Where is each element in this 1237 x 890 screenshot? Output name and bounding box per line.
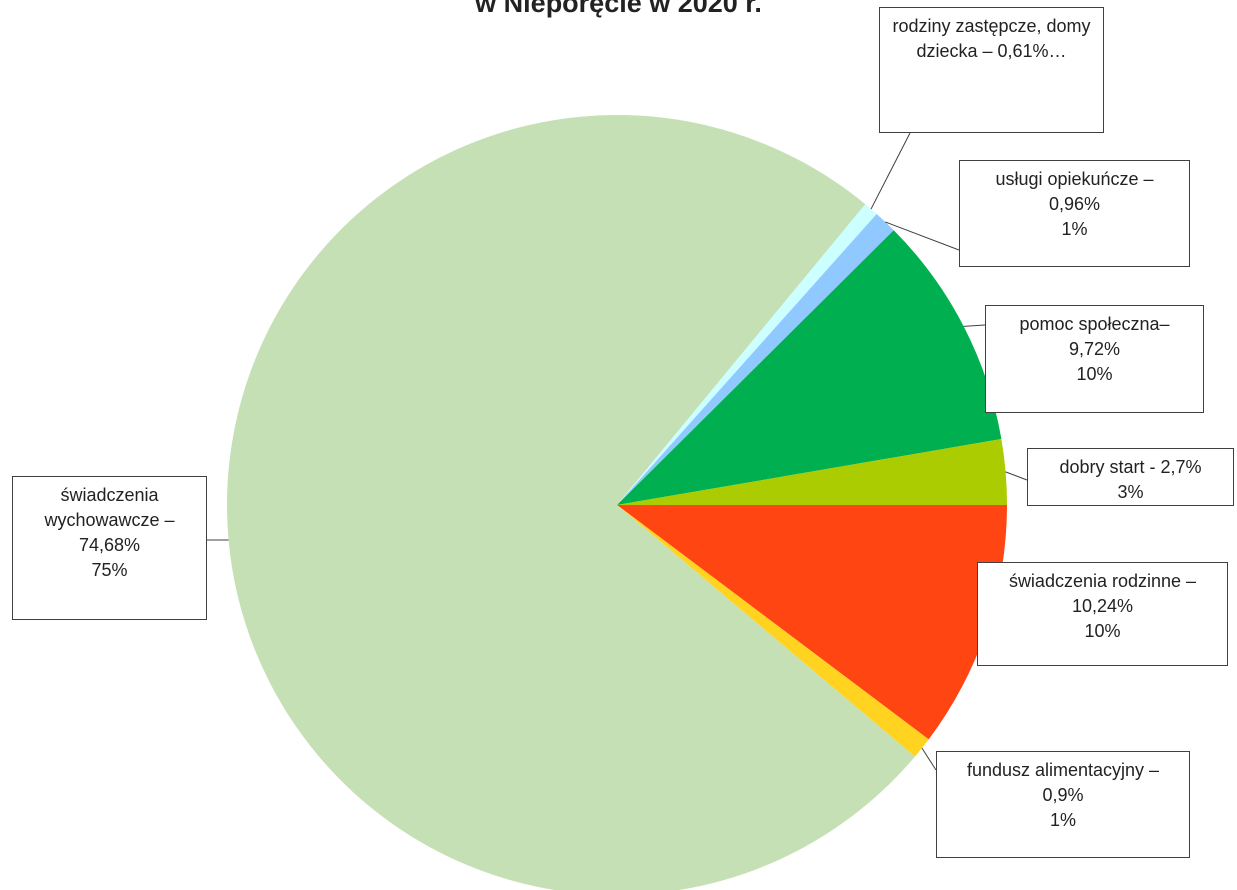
pie-slice	[227, 115, 915, 890]
category-label: świadczenia wychowawcze – 74,68%	[44, 485, 175, 555]
category-label: fundusz alimentacyjny – 0,9%	[966, 760, 1160, 805]
data-label: dobry start - 2,7% 3%	[1027, 448, 1234, 506]
value-label: 1%	[1049, 810, 1076, 830]
leader-line	[1005, 471, 1028, 481]
category-label: dobry start - 2,7%	[1059, 457, 1202, 477]
pie-slice	[617, 505, 929, 757]
pie-slice	[617, 505, 1007, 740]
leader-line	[921, 747, 937, 771]
value-label: 10%	[1076, 364, 1113, 384]
leader-line	[963, 324, 986, 327]
data-label: usługi opiekuńcze – 0,96% 1%	[959, 160, 1190, 267]
data-label: fundusz alimentacyjny – 0,9% 1%	[936, 751, 1190, 858]
category-label: pomoc społeczna– 9,72%	[1019, 314, 1170, 359]
data-label: świadczenia rodzinne – 10,24% 10%	[977, 562, 1228, 666]
pie-slice	[617, 439, 1007, 505]
pie-slice	[617, 230, 1002, 505]
data-label: rodziny zastępcze, domy dziecka – 0,61%…	[879, 7, 1104, 133]
category-label: świadczenia rodzinne – 10,24%	[1008, 571, 1197, 616]
pie-slice	[617, 213, 894, 505]
data-label: pomoc społeczna– 9,72% 10%	[985, 305, 1204, 413]
chart-title: w Nieporęcie w 2020 r.	[475, 0, 762, 18]
category-label: rodziny zastępcze, domy dziecka – 0,61%…	[892, 16, 1091, 61]
data-label: świadczenia wychowawcze – 74,68% 75%	[12, 476, 207, 620]
value-label: 1%	[1061, 219, 1088, 239]
category-label: usługi opiekuńcze – 0,96%	[995, 169, 1154, 214]
value-label: 75%	[91, 560, 128, 580]
value-label: 10%	[1084, 621, 1121, 641]
leader-line	[870, 132, 911, 210]
value-label: 3%	[1117, 482, 1144, 502]
pie-slice	[617, 204, 877, 505]
leader-line	[885, 221, 960, 251]
